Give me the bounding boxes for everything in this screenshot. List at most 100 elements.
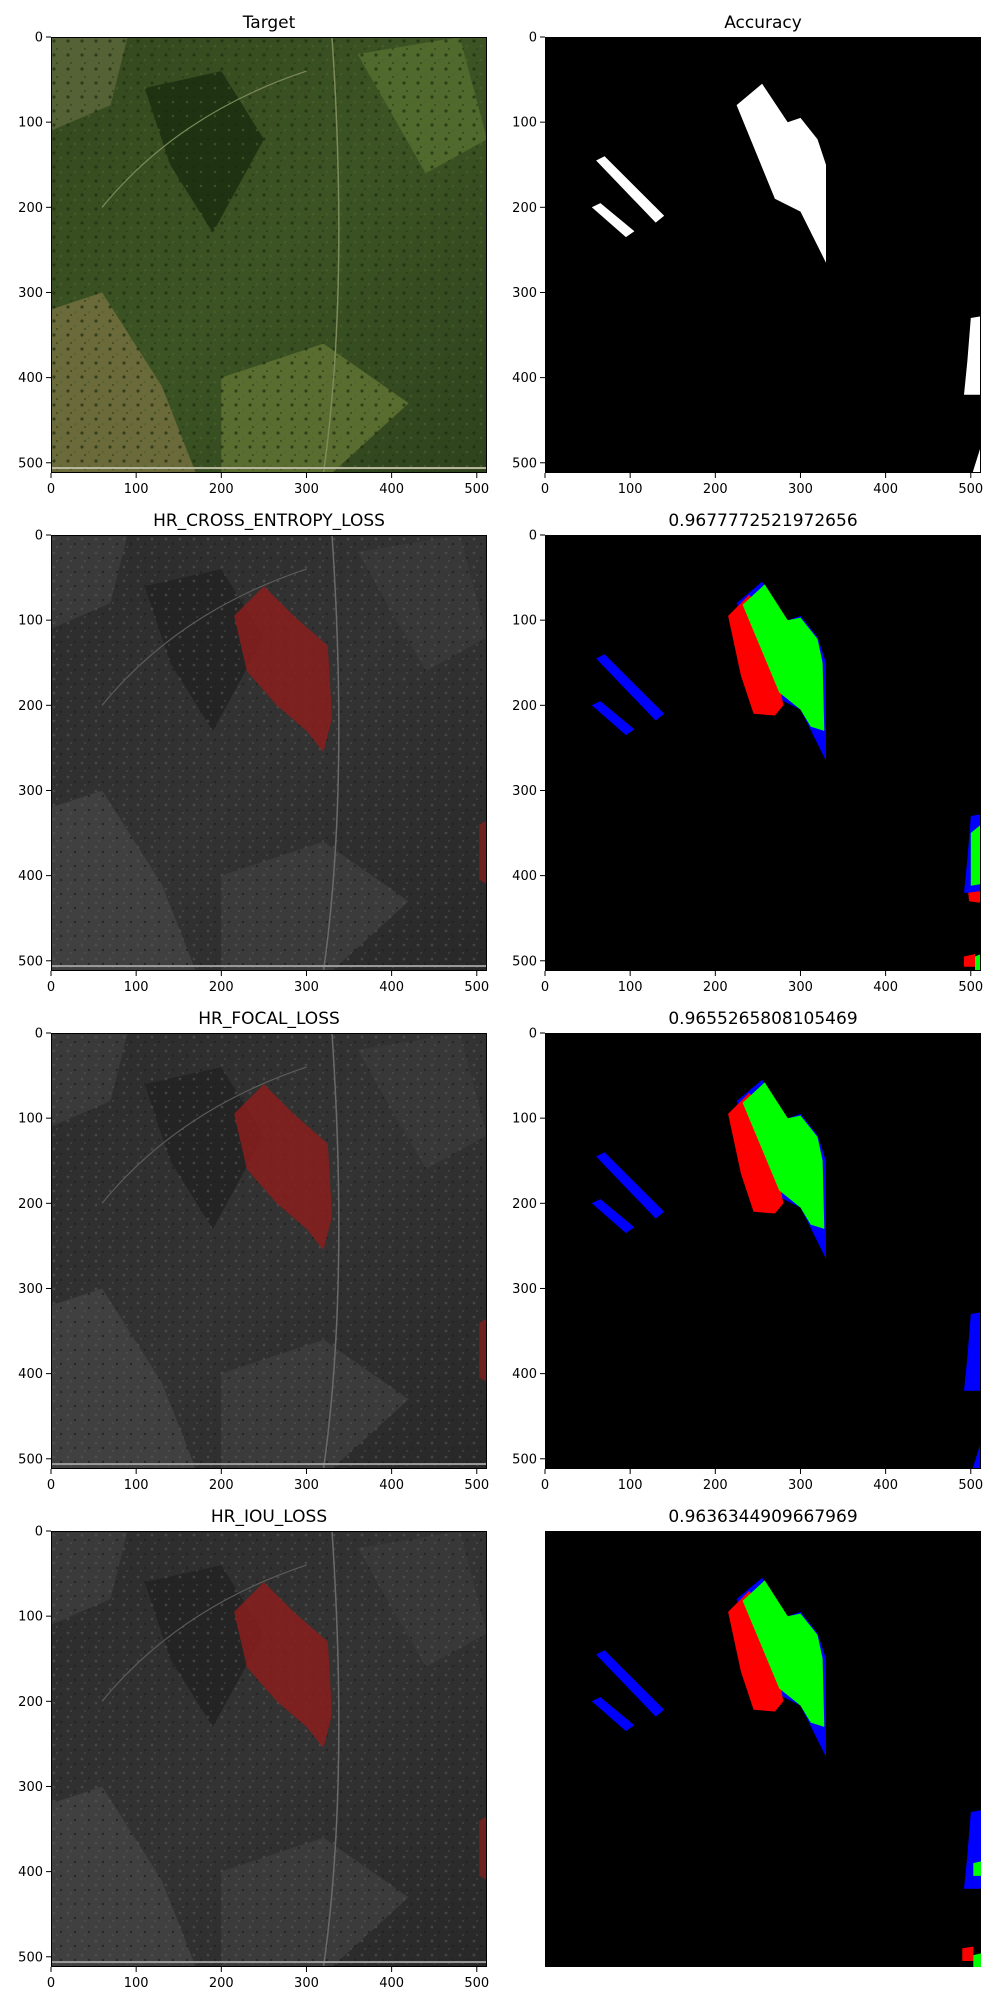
y-tick-label: 300	[18, 286, 43, 301]
true-positive-region	[973, 1861, 981, 1876]
x-tick-label: 100	[618, 1478, 643, 1493]
x-tick-label: 300	[788, 980, 813, 995]
x-tick-label: 200	[209, 1478, 234, 1493]
image-edge-artifact	[51, 467, 487, 470]
x-tick-label: 500	[464, 482, 489, 497]
y-tick-label: 200	[18, 201, 43, 216]
y-tick-label: 500	[512, 456, 537, 471]
y-tick-label: 300	[18, 1282, 43, 1297]
track-line	[322, 36, 340, 474]
mask-region	[736, 83, 826, 263]
true-positive-region	[973, 1953, 981, 1967]
y-tick-label: 100	[512, 1112, 537, 1127]
y-tick-label: 100	[512, 116, 537, 131]
subplot-title: 0.9677772521972656	[668, 511, 857, 531]
x-tick-label: 400	[379, 980, 404, 995]
x-tick-label: 500	[464, 1976, 489, 1991]
subplot-5: HR_FOCAL_LOSS 0 100 200 300 400 500 0 100 200 300 4…	[18, 1009, 489, 1493]
prediction-overlay	[479, 1816, 487, 1881]
false-positive-region	[962, 1946, 974, 1961]
track-line	[101, 1564, 307, 1702]
subplot-title: HR_IOU_LOSS	[211, 1507, 327, 1527]
false-negative-region	[596, 1650, 665, 1717]
y-tick-label: 200	[512, 699, 537, 714]
y-tick-label: 100	[18, 1610, 43, 1625]
false-negative-region	[591, 701, 635, 736]
x-tick-label: 100	[618, 980, 643, 995]
subplot-1: Target 0 100 200 300 400 500 0 100 200 300 400 500	[18, 13, 489, 497]
mask-region	[596, 156, 665, 223]
true-positive-region	[742, 1082, 825, 1229]
y-tick-label: 100	[18, 116, 43, 131]
x-tick-label: 100	[618, 482, 643, 497]
image-edge-artifact	[51, 1463, 487, 1466]
y-tick-label: 100	[18, 1112, 43, 1127]
x-tick-label: 400	[379, 1976, 404, 1991]
x-tick-label: 200	[209, 482, 234, 497]
subplot-title: Target	[242, 13, 296, 33]
y-tick-label: 500	[18, 954, 43, 969]
y-tick-label: 200	[18, 699, 43, 714]
y-tick-label: 300	[512, 1282, 537, 1297]
image-edge-artifact	[51, 1961, 487, 1964]
false-negative-region	[596, 1152, 665, 1219]
track-line	[101, 1066, 307, 1204]
y-tick-label: 100	[512, 614, 537, 629]
false-positive-region	[728, 594, 784, 716]
track-line	[101, 70, 307, 208]
x-tick-label: 500	[958, 980, 983, 995]
x-tick-label: 0	[541, 980, 549, 995]
x-tick-label: 0	[47, 980, 55, 995]
subplot-title: Accuracy	[724, 13, 802, 33]
subplot-4: 0.9677772521972656 0 100 200 300 400 500 0 100 20…	[512, 511, 983, 995]
true-positive-region	[742, 1580, 825, 1727]
x-tick-label: 0	[541, 482, 549, 497]
image-edge-artifact	[51, 965, 487, 968]
y-tick-label: 400	[18, 371, 43, 386]
x-tick-label: 500	[464, 980, 489, 995]
y-tick-label: 200	[512, 1197, 537, 1212]
y-tick-label: 200	[18, 1695, 43, 1710]
x-tick-label: 500	[958, 482, 983, 497]
x-tick-label: 200	[209, 1976, 234, 1991]
y-tick-label: 500	[512, 954, 537, 969]
subplot-6: 0.9655265808105469 0 100 200 300 400 500 0 100 20…	[512, 1009, 983, 1493]
y-tick-label: 0	[529, 31, 537, 46]
prediction-overlay	[479, 1318, 487, 1383]
y-tick-label: 500	[18, 1452, 43, 1467]
mask-region	[591, 203, 635, 238]
y-tick-label: 100	[18, 614, 43, 629]
y-tick-label: 400	[512, 371, 537, 386]
y-tick-label: 0	[35, 1525, 43, 1540]
x-tick-label: 0	[47, 482, 55, 497]
false-negative-region	[591, 1199, 635, 1234]
prediction-overlay	[234, 1084, 332, 1251]
y-tick-label: 0	[529, 1027, 537, 1042]
subplot-title: HR_FOCAL_LOSS	[198, 1009, 340, 1029]
y-tick-label: 300	[512, 286, 537, 301]
subplot-title: HR_CROSS_ENTROPY_LOSS	[153, 511, 385, 531]
x-tick-label: 0	[47, 1976, 55, 1991]
false-positive-region	[728, 1590, 784, 1712]
mask-region	[972, 445, 981, 473]
x-tick-label: 100	[124, 1976, 149, 1991]
x-tick-label: 400	[873, 1478, 898, 1493]
x-tick-label: 300	[788, 482, 813, 497]
y-tick-label: 200	[512, 201, 537, 216]
track-line	[322, 534, 340, 972]
x-tick-label: 400	[873, 482, 898, 497]
x-tick-label: 0	[541, 1478, 549, 1493]
x-tick-label: 100	[124, 1478, 149, 1493]
y-tick-label: 400	[512, 869, 537, 884]
y-tick-label: 400	[512, 1367, 537, 1382]
x-tick-label: 100	[124, 980, 149, 995]
axes-frame	[51, 535, 487, 971]
y-tick-label: 500	[18, 456, 43, 471]
false-negative-region	[596, 654, 665, 721]
true-positive-region	[742, 584, 825, 731]
x-tick-label: 300	[294, 482, 319, 497]
x-tick-label: 400	[379, 1478, 404, 1493]
axes-frame	[51, 1531, 487, 1967]
subplot-7: HR_IOU_LOSS 0 100 200 300 400 500 0 100 200 300 400…	[18, 1507, 489, 1991]
y-tick-label: 500	[512, 1452, 537, 1467]
